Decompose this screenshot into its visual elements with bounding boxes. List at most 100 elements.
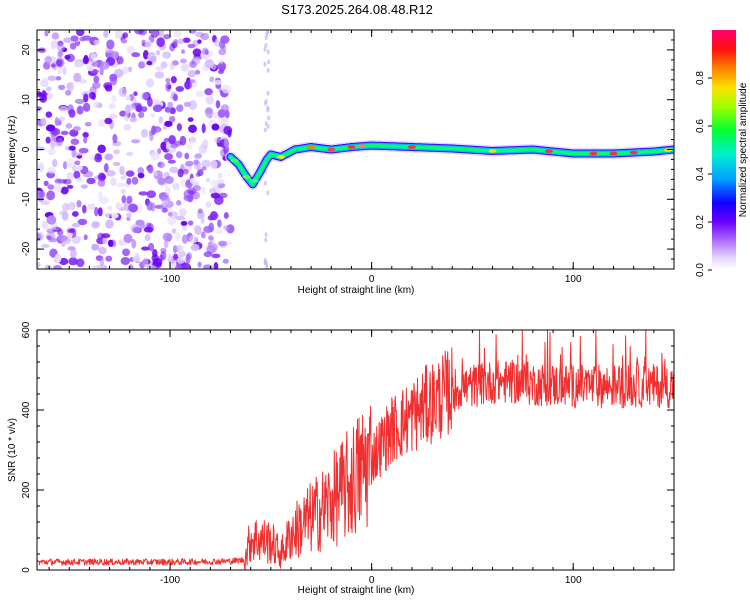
noise-blob xyxy=(156,104,162,110)
noise-blob xyxy=(211,253,221,259)
ridge-peak xyxy=(589,151,598,156)
noise-blob xyxy=(157,148,162,155)
noise-blob xyxy=(114,30,123,39)
noise-blob xyxy=(133,91,138,97)
noise-blob xyxy=(68,145,76,151)
noise-blob xyxy=(91,61,99,67)
noise-blob xyxy=(205,201,212,208)
ridge-peak xyxy=(230,158,239,163)
noise-blob xyxy=(163,33,171,40)
noise-blob xyxy=(188,30,197,34)
noise-blob xyxy=(161,207,168,213)
spectrogram-y-tick-label: -10 xyxy=(21,192,32,207)
noise-blob xyxy=(67,231,73,238)
colorbar-tick-label: 0.4 xyxy=(695,167,706,181)
noise-blob xyxy=(45,136,51,144)
noise-blob xyxy=(264,120,268,126)
noise-blob xyxy=(211,123,220,131)
noise-blob xyxy=(131,52,141,58)
noise-blob xyxy=(104,84,113,92)
noise-blob xyxy=(187,79,196,84)
noise-blob xyxy=(194,69,201,75)
noise-blob xyxy=(180,63,190,72)
noise-blob xyxy=(205,177,211,183)
noise-blob xyxy=(109,73,118,82)
noise-blob xyxy=(164,120,173,127)
snr-frame xyxy=(36,329,675,571)
colorbar-ticks: 0.0 0.2 0.4 0.6 0.8 xyxy=(695,71,712,277)
noise-blob xyxy=(92,39,101,45)
noise-blob xyxy=(266,67,270,73)
noise-blob xyxy=(192,185,202,192)
noise-blob xyxy=(217,172,223,179)
ridge-band xyxy=(228,143,674,187)
noise-blob xyxy=(103,162,109,173)
noise-blob xyxy=(165,82,172,92)
spectrogram-x-tick-label: -100 xyxy=(160,274,180,285)
noise-blob xyxy=(209,210,218,221)
noise-blob xyxy=(194,225,202,235)
noise-blob xyxy=(108,113,118,120)
noise-blob xyxy=(46,92,53,100)
noise-blob xyxy=(162,232,173,242)
noise-blob xyxy=(172,93,178,102)
noise-blob xyxy=(220,117,230,126)
noise-blob xyxy=(44,56,53,65)
noise-blob xyxy=(58,84,66,90)
noise-blob xyxy=(158,116,164,124)
noise-blob xyxy=(126,212,132,219)
noise-blob xyxy=(167,211,173,217)
noise-blob xyxy=(160,141,167,151)
noise-blob xyxy=(123,233,133,244)
noise-blob xyxy=(125,95,131,101)
noise-blob xyxy=(201,123,206,134)
noise-blob xyxy=(87,65,95,72)
noise-blob xyxy=(187,220,194,226)
noise-blob xyxy=(53,182,63,193)
noise-blob xyxy=(71,148,77,158)
spectrogram-x-tick-label: 100 xyxy=(565,274,582,285)
noise-blob xyxy=(156,37,165,48)
noise-blob xyxy=(100,61,110,70)
noise-blob xyxy=(189,60,197,69)
noise-blob xyxy=(71,211,79,217)
noise-blob xyxy=(62,178,72,185)
noise-blob xyxy=(201,139,209,150)
noise-blob xyxy=(194,153,203,159)
noise-blob xyxy=(45,111,53,118)
noise-blob xyxy=(115,182,126,187)
noise-blob xyxy=(47,167,56,174)
noise-blob xyxy=(263,127,267,133)
noise-blob xyxy=(217,219,222,228)
noise-blob xyxy=(47,225,57,231)
noise-blob xyxy=(217,240,228,247)
noise-blob xyxy=(266,190,270,196)
colorbar-tick-label: 0.6 xyxy=(695,119,706,133)
noise-blob xyxy=(219,39,226,50)
noise-blob xyxy=(83,234,88,241)
noise-blob xyxy=(176,200,182,206)
noise-blob xyxy=(120,39,128,44)
spectrogram-y-tick-label: -20 xyxy=(21,241,32,256)
ridge-peak xyxy=(276,155,285,159)
noise-blob xyxy=(204,88,213,96)
noise-blob xyxy=(166,215,177,226)
noise-blob xyxy=(157,177,166,185)
noise-blob xyxy=(137,172,145,179)
noise-blob xyxy=(70,138,80,145)
noise-blob xyxy=(54,253,62,263)
noise-blob xyxy=(73,170,81,180)
colorbar-tick-label: 0.2 xyxy=(695,215,706,229)
noise-blob xyxy=(86,177,96,185)
noise-blob xyxy=(143,38,152,49)
noise-blob xyxy=(126,195,133,204)
spectrogram-y-tick-label: 10 xyxy=(21,94,32,106)
noise-blob xyxy=(76,165,83,171)
noise-blob xyxy=(46,215,57,225)
noise-blob xyxy=(68,257,78,266)
ridge-peak xyxy=(488,149,497,153)
noise-blob xyxy=(205,95,215,105)
noise-blob xyxy=(66,82,73,90)
